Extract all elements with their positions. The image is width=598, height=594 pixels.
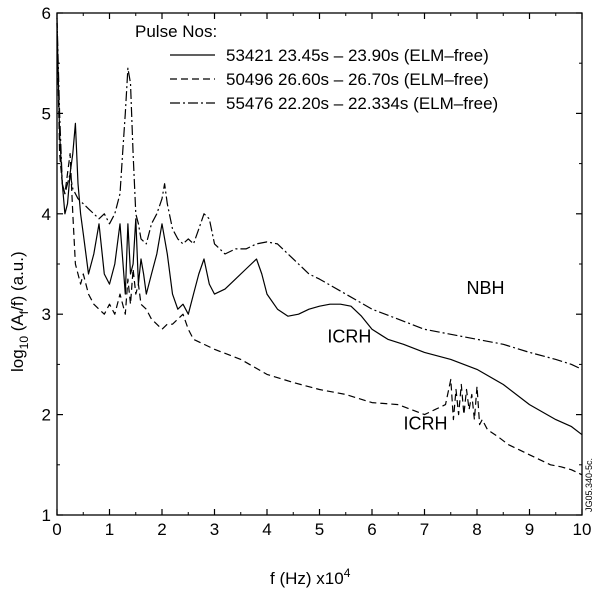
x-tick-label: 7 [420,520,429,539]
x-tick-label: 8 [472,520,481,539]
x-tick-label: 9 [525,520,534,539]
y-tick-label: 1 [42,506,51,525]
series-line-55476 [56,17,583,370]
y-tick-label: 5 [42,104,51,123]
x-axis-ticks: 0 1 2 3 4 5 6 7 8 9 10 [52,13,591,539]
x-tick-label: 5 [315,520,324,539]
legend: Pulse Nos: 53421 23.45s – 23.90s (ELM–fr… [135,22,498,113]
y-tick-label: 6 [42,4,51,23]
figure-code-label: JG05.340-5c. [584,458,594,512]
series-layer [56,17,583,476]
legend-title: Pulse Nos: [135,22,217,41]
x-tick-label: 3 [210,520,219,539]
legend-label-53421: 53421 23.45s – 23.90s (ELM–free) [226,46,489,65]
y-axis-ticks: 1 2 3 4 5 6 [42,4,582,525]
y-tick-label: 3 [42,305,51,324]
annotation-icrh-lower: ICRH [404,414,448,434]
annotation-nbh: NBH [467,278,505,298]
annotation-icrh-upper: ICRH [327,326,371,346]
series-line-50496 [56,22,583,476]
x-axis-label: f (Hz) x104 [270,566,351,588]
x-tick-label: 10 [573,520,592,539]
x-tick-label: 0 [52,520,61,539]
annotations: NBH ICRH ICRH [327,278,504,434]
x-tick-label: 1 [105,520,114,539]
series-line-53421 [56,22,583,436]
x-tick-label: 6 [367,520,376,539]
legend-label-50496: 50496 26.60s – 26.70s (ELM–free) [226,70,489,89]
x-tick-label: 4 [262,520,271,539]
legend-label-55476: 55476 22.20s – 22.334s (ELM–free) [226,94,498,113]
y-tick-label: 2 [42,406,51,425]
y-tick-label: 4 [42,205,51,224]
y-axis-label: log10 (Af/f) (a.u.) [8,251,31,372]
x-tick-label: 2 [157,520,166,539]
